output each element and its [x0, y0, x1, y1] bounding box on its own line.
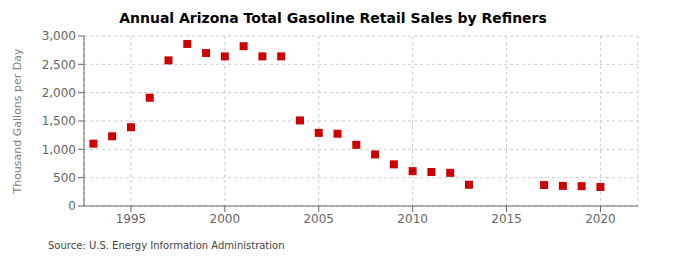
- svg-text:2000: 2000: [210, 212, 241, 226]
- svg-text:1,000: 1,000: [42, 143, 76, 157]
- svg-text:2,500: 2,500: [42, 58, 76, 72]
- svg-text:Thousand Gallons per Day: Thousand Gallons per Day: [11, 48, 24, 195]
- svg-text:2020: 2020: [585, 212, 616, 226]
- svg-text:0: 0: [68, 199, 76, 213]
- svg-text:500: 500: [53, 171, 76, 185]
- svg-text:2010: 2010: [397, 212, 428, 226]
- svg-text:3,000: 3,000: [42, 29, 76, 43]
- svg-text:1995: 1995: [116, 212, 147, 226]
- html-text:Annual Arizona Total Gasoline: Annual Arizona Total Gasoline Retail Sal…: [119, 10, 547, 26]
- svg-text:2,000: 2,000: [42, 86, 76, 100]
- svg-text:2005: 2005: [303, 212, 334, 226]
- svg-text:2015: 2015: [491, 212, 522, 226]
- svg-text:1,500: 1,500: [42, 114, 76, 128]
- html-text:Source: U.S. Energy Informatio: Source: U.S. Energy Information Administ…: [48, 240, 285, 251]
